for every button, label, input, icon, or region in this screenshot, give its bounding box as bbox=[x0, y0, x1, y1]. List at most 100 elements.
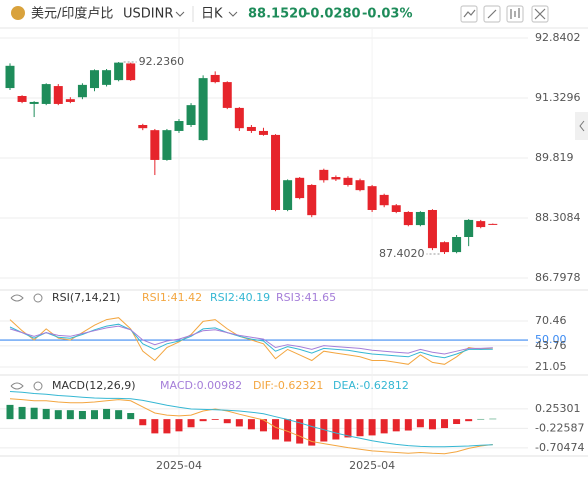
candle-body bbox=[319, 169, 329, 181]
macd-bar bbox=[187, 419, 195, 428]
candle-body bbox=[29, 101, 39, 104]
candle-body bbox=[440, 242, 450, 253]
candle-body bbox=[126, 63, 136, 81]
x-tick-label: 2025-04 bbox=[156, 459, 202, 472]
y-tick-label: 70.46 bbox=[535, 314, 567, 327]
macd-bar bbox=[115, 410, 123, 420]
change: -0.0280 bbox=[305, 7, 361, 22]
candle-body bbox=[138, 124, 148, 129]
candle-body bbox=[415, 211, 425, 226]
candle-body bbox=[65, 99, 75, 102]
panel-title: MACD(12,26,9) bbox=[52, 379, 136, 392]
candle-body bbox=[331, 177, 341, 180]
candle-body bbox=[246, 126, 256, 131]
macd-bar bbox=[392, 419, 400, 432]
macd-bar bbox=[344, 419, 352, 438]
pair-name: 美元/印度卢比 bbox=[31, 6, 113, 22]
y-tick-label: -0.22587 bbox=[535, 421, 584, 434]
candle-body bbox=[307, 184, 317, 216]
candle-body bbox=[234, 107, 244, 129]
macd-bar bbox=[211, 419, 219, 420]
candle-body bbox=[452, 237, 462, 253]
eye-icon[interactable] bbox=[10, 382, 24, 390]
candle-body bbox=[258, 130, 268, 135]
legend-label: DIF:-0.62321 bbox=[253, 379, 323, 392]
candle-body bbox=[150, 130, 160, 160]
y-tick-label: 92.8402 bbox=[535, 31, 581, 44]
candle-body bbox=[77, 84, 87, 98]
collapse-button[interactable] bbox=[575, 112, 588, 140]
candle-body bbox=[210, 74, 220, 83]
macd-bar bbox=[284, 419, 292, 442]
macd-bar bbox=[428, 419, 436, 430]
candle-body bbox=[283, 180, 293, 210]
settings-icon[interactable] bbox=[33, 293, 43, 303]
candle-body bbox=[102, 70, 112, 85]
candle-body bbox=[162, 130, 172, 160]
settings-icon[interactable] bbox=[33, 381, 43, 391]
candle-body bbox=[476, 221, 486, 228]
macd-bar bbox=[332, 419, 340, 440]
y-tick-label: 89.819 bbox=[535, 151, 574, 164]
y-tick-label: 88.3084 bbox=[535, 211, 581, 224]
fullscreen-button[interactable] bbox=[531, 5, 549, 23]
macd-bar bbox=[404, 419, 412, 431]
panel-title: RSI(7,14,21) bbox=[52, 291, 120, 304]
macd-bar bbox=[54, 410, 62, 420]
price: 88.1520 bbox=[248, 7, 307, 22]
draw-button[interactable] bbox=[483, 5, 501, 23]
macd-bar bbox=[489, 418, 497, 420]
symbol-dropdown[interactable] bbox=[175, 11, 185, 17]
period[interactable]: 日K bbox=[201, 7, 223, 22]
collapse-icon bbox=[579, 120, 585, 132]
candle-body bbox=[355, 180, 365, 191]
candle-body bbox=[114, 62, 124, 81]
macd-bar bbox=[90, 410, 98, 420]
candle-body bbox=[379, 194, 389, 206]
macd-bar bbox=[78, 410, 86, 420]
macd-bar bbox=[235, 419, 243, 427]
macd-bar bbox=[139, 419, 147, 426]
y-tick-label: -0.70474 bbox=[535, 441, 584, 454]
macd-bar bbox=[296, 419, 304, 444]
candle-body bbox=[343, 177, 353, 185]
candle-body bbox=[41, 84, 51, 104]
candle-body bbox=[89, 70, 99, 89]
macd-bar bbox=[320, 419, 328, 442]
indicator-line bbox=[9, 325, 493, 355]
legend-label: RSI3:41.65 bbox=[276, 291, 336, 304]
y-tick-label: 86.7978 bbox=[535, 271, 581, 284]
candle-body bbox=[464, 219, 474, 238]
flag-icon bbox=[11, 6, 25, 20]
eye-icon[interactable] bbox=[10, 294, 24, 302]
period-dropdown[interactable] bbox=[228, 11, 238, 17]
annotation-label: 92.2360 bbox=[139, 55, 185, 68]
candle-body bbox=[295, 177, 305, 199]
macd-bar bbox=[175, 419, 183, 432]
indicator-line bbox=[9, 398, 493, 455]
macd-bar bbox=[416, 419, 424, 428]
type-button[interactable] bbox=[506, 5, 524, 23]
macd-bar bbox=[453, 419, 461, 425]
y-tick-label: 91.3296 bbox=[535, 91, 581, 104]
macd-bar bbox=[223, 419, 231, 424]
candle-body bbox=[17, 95, 27, 102]
macd-bar bbox=[103, 408, 111, 420]
macd-bar bbox=[441, 419, 449, 429]
candle-body bbox=[174, 121, 184, 131]
indicator-button[interactable] bbox=[460, 5, 478, 23]
legend-label: RSI1:41.42 bbox=[142, 291, 202, 304]
y-tick-label: 21.05 bbox=[535, 360, 567, 373]
macd-bar bbox=[6, 404, 14, 420]
macd-bar bbox=[465, 419, 473, 422]
y-tick-label: 43.76 bbox=[535, 339, 567, 352]
candle-body bbox=[367, 186, 377, 210]
symbol: USDINR bbox=[123, 7, 173, 22]
macd-bar bbox=[127, 413, 135, 420]
macd-bar bbox=[272, 419, 280, 440]
candle-body bbox=[53, 86, 63, 104]
macd-bar bbox=[18, 406, 26, 420]
macd-bar bbox=[151, 419, 159, 434]
